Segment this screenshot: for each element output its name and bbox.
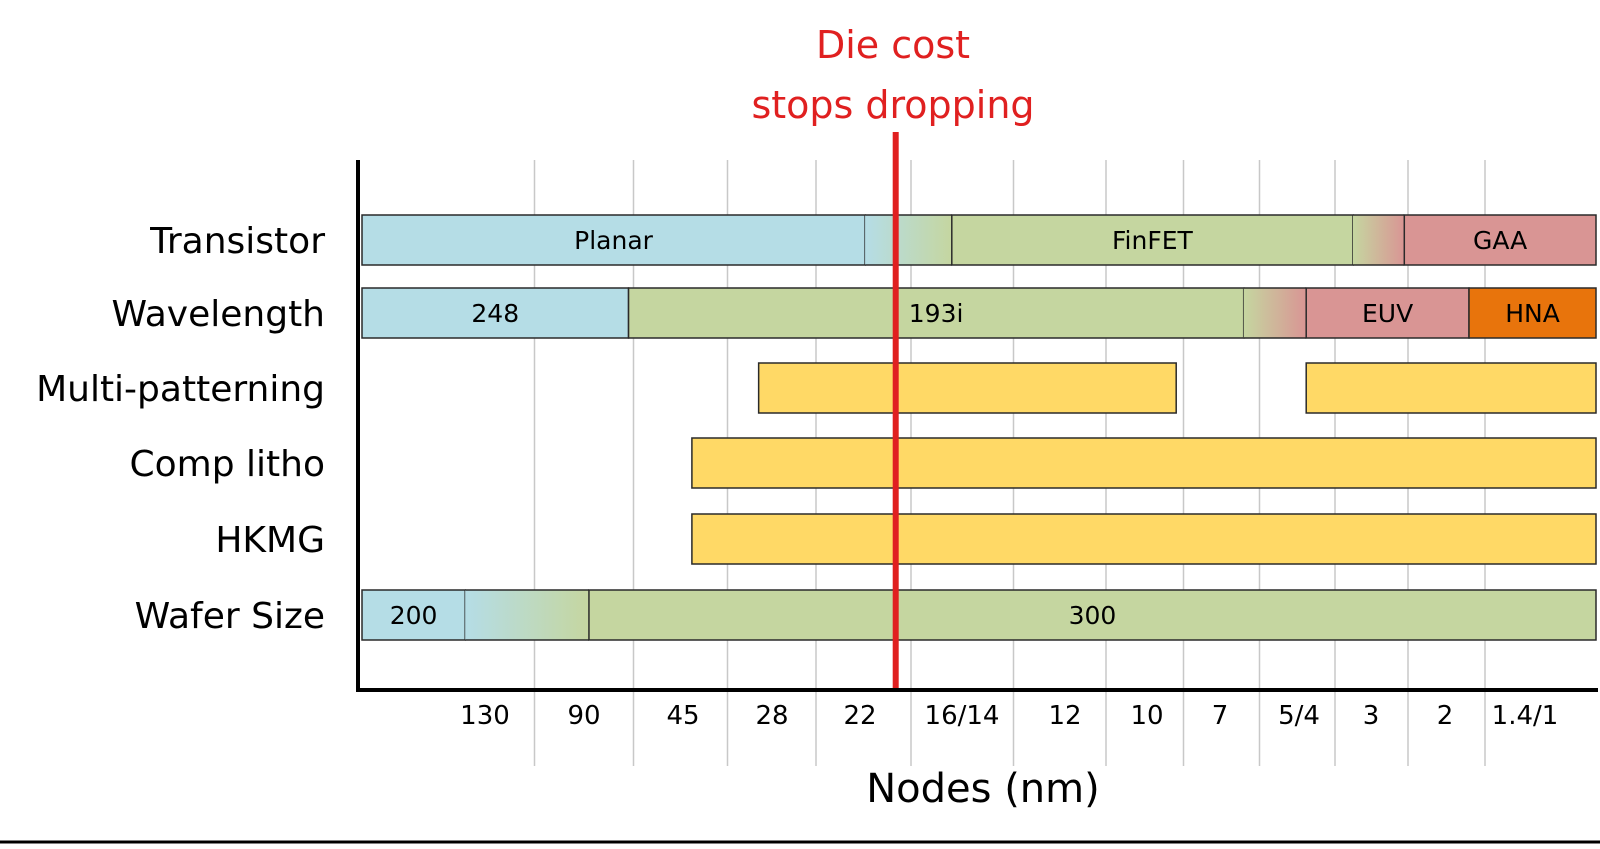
bar-label: 200 [390, 601, 438, 630]
axes [356, 160, 1598, 692]
row-label: Wavelength [111, 294, 325, 335]
bar-label: GAA [1473, 226, 1527, 255]
x-tick-label: 2 [1437, 701, 1454, 731]
x-tick-label: 1.4/1 [1492, 701, 1559, 731]
transition-segment [1243, 288, 1307, 338]
x-tick-label: 22 [843, 701, 876, 731]
transition-segment [1353, 215, 1405, 265]
bar-segment [361, 214, 866, 266]
bar-label: 300 [1069, 601, 1117, 630]
bar-segment [588, 589, 1597, 641]
bar-segment [1305, 362, 1597, 414]
x-tick-label: 130 [460, 701, 510, 731]
x-tick-labels: 130 90 45 28 22 16/14 12 10 7 5/4 3 2 1.4/1 [460, 701, 1558, 731]
x-tick-label: 5/4 [1278, 701, 1320, 731]
row-label: Transistor [149, 221, 325, 262]
bar-label: EUV [1362, 299, 1413, 328]
annotation-text-line2: stops dropping [751, 83, 1034, 127]
x-tick-label: 12 [1048, 701, 1081, 731]
bar-segment [1403, 214, 1597, 266]
die-cost-annotation: Die cost stops dropping [751, 23, 1035, 688]
bar-segment [1305, 287, 1470, 339]
row-label: HKMG [215, 520, 325, 561]
bar-segment [1468, 287, 1597, 339]
transition-segment [865, 215, 952, 265]
annotation-text-line1: Die cost [816, 23, 970, 67]
x-tick-label: 7 [1212, 701, 1229, 731]
bar-label: 193i [909, 299, 964, 328]
x-tick-label: 16/14 [925, 701, 1000, 731]
row-label: Multi-patterning [36, 369, 325, 410]
bar-segment [691, 513, 1597, 565]
bar-label: Planar [574, 226, 654, 255]
transition-segment [465, 590, 589, 640]
row-label: Wafer Size [135, 596, 325, 637]
bar-segment [691, 437, 1597, 489]
x-tick-label: 28 [755, 701, 788, 731]
bar-segment [627, 287, 1245, 339]
bar-label: HNA [1505, 299, 1560, 328]
x-tick-label: 45 [666, 701, 699, 731]
x-tick-label: 90 [567, 701, 600, 731]
x-tick-label: 3 [1363, 701, 1380, 731]
row-label: Comp litho [130, 444, 326, 485]
bar-label: FinFET [1112, 226, 1194, 255]
bar-segment [757, 362, 1177, 414]
x-tick-label: 10 [1130, 701, 1163, 731]
bar-segment [361, 589, 466, 641]
x-axis-title: Nodes (nm) [866, 766, 1099, 812]
row-labels: Transistor Wavelength Multi-patterning Comp… [36, 221, 325, 637]
bar-label: 248 [471, 299, 519, 328]
bar-segments: Planar FinFET GAA 248 193i EUV HNA 200 300 [361, 214, 1597, 641]
